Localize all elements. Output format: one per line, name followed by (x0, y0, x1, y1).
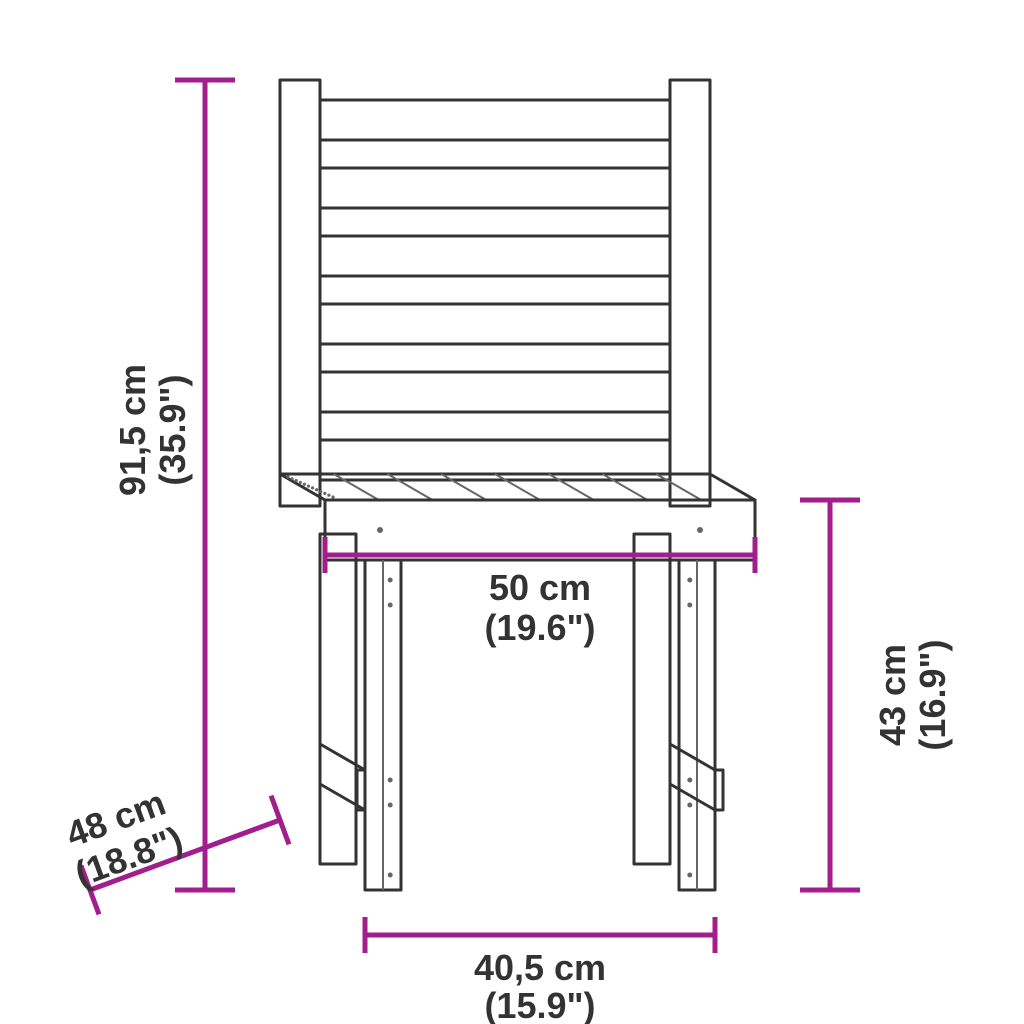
chair-drawing (280, 80, 755, 890)
label-height-cm: 91,5 cm (112, 364, 153, 496)
label-legspan-cm: 40,5 cm (474, 947, 606, 988)
label-seatheight-cm: 43 cm (872, 644, 913, 746)
label-legspan-in: (15.9") (484, 985, 595, 1024)
label-seatwidth-cm: 50 cm (489, 567, 591, 608)
label-seatheight-in: (16.9") (912, 639, 953, 750)
label-height-in: (35.9") (152, 374, 193, 485)
dimension-labels: 91,5 cm (35.9") 50 cm (19.6") 43 cm (16.… (61, 364, 953, 1024)
chair-dimension-diagram: 91,5 cm (35.9") 50 cm (19.6") 43 cm (16.… (0, 0, 1024, 1024)
dimension-lines (81, 80, 860, 953)
label-seatwidth-in: (19.6") (484, 607, 595, 648)
